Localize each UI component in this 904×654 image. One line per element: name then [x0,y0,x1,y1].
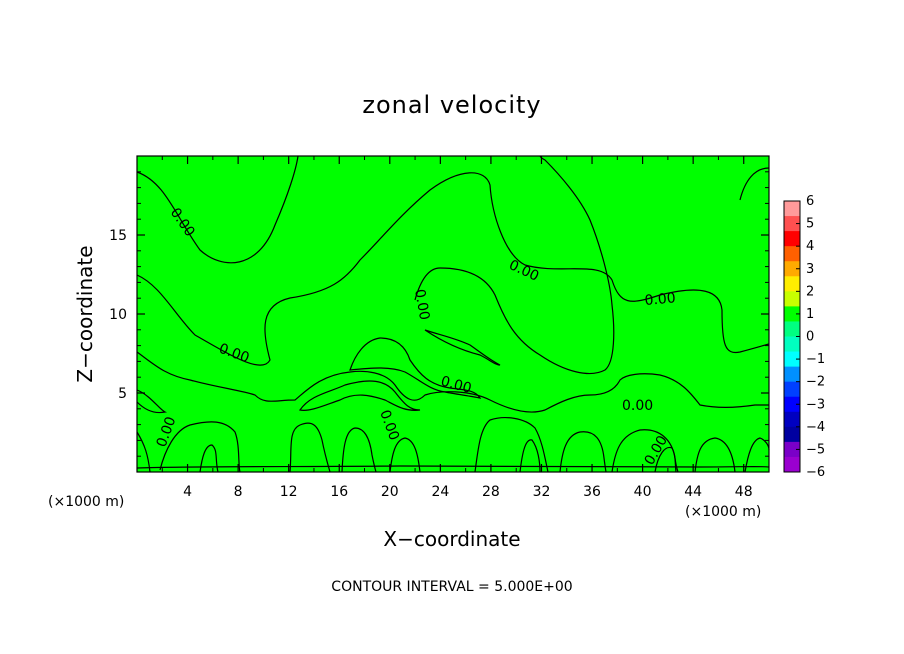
contour-label: 0.00 [439,373,473,397]
contour-line [519,439,541,473]
x-tick-label: 8 [234,484,243,500]
x-tick-label: 36 [583,484,601,500]
contour-line [159,421,241,473]
contour-label: 0.00 [622,398,653,414]
colorbar-swatch [784,396,800,413]
contour-line [349,337,482,399]
colorbar-swatch [784,246,800,262]
colorbar-swatch [784,231,800,247]
contour-line [654,446,677,473]
y-tick-label: 10 [109,307,127,323]
colorbar-swatch [784,411,800,428]
colorbar-swatch [784,381,800,398]
colorbar-swatch [784,321,800,337]
x-tick-label: 12 [280,484,298,500]
contour-line [414,155,615,375]
x-axis: 4 8 12 16 20 24 28 32 36 40 44 48 [161,156,753,500]
contour-line [611,429,679,473]
colorbar-swatch [784,426,800,443]
colorbar-swatch [784,456,800,473]
y-tick-label: 5 [118,386,127,402]
colorbar-swatch [784,261,800,277]
contour-line [136,465,770,469]
colorbar-tick-label: 0 [806,330,814,345]
x-tick-label: 32 [533,484,551,500]
x-tick-label: 20 [381,484,399,500]
x-tick-label: 40 [634,484,652,500]
x-axis-title: X−coordinate [383,527,520,551]
colorbar-swatch [784,441,800,458]
x-tick-label: 24 [431,484,449,500]
x-tick-label: 48 [735,484,753,500]
colorbar-tick-label: 3 [806,262,814,277]
contour-line [744,437,770,473]
contour-line [289,422,331,473]
x-unit-left: (×1000 m) [48,494,124,510]
x-tick-label: 16 [330,484,348,500]
contour-line [389,437,421,473]
colorbar-swatch [784,351,800,368]
contour-line [136,172,770,366]
y-tick-label: 15 [109,228,127,244]
x-unit-right: (×1000 m) [685,504,761,520]
colorbar-tick-label: 2 [806,284,814,299]
colorbar-tick-label: −6 [806,465,825,480]
contour-line [424,329,501,366]
chart-title: zonal velocity [362,91,541,119]
contour-line [559,431,607,473]
plot-area [137,156,769,472]
contour-label: 0.00 [644,290,676,309]
colorbar-swatch [784,336,800,353]
colorbar-swatch [784,216,800,232]
contour-line [199,444,219,473]
colorbar-swatch [784,306,800,322]
colorbar-tick-label: 5 [806,217,814,232]
contour-label: 0.00 [411,288,432,321]
contour-line [136,351,769,413]
y-axis-title: Z−coordinate [73,245,97,382]
y-axis: 5 10 15 [109,171,769,457]
colorbar-swatch [784,201,800,217]
contour-interval-note: CONTOUR INTERVAL = 5.000E+00 [331,579,572,595]
x-tick-label: 44 [684,484,702,500]
colorbar-swatch [784,276,800,292]
contour-line [299,380,421,411]
x-tick-label: 28 [482,484,500,500]
contour-line [739,167,770,201]
contour-line [341,427,377,473]
colorbar-tick-label: −5 [806,442,825,457]
colorbar: 6 5 4 3 2 1 0 −1 −2 −3 −4 −5 −6 [783,194,825,480]
colorbar-tick-label: −4 [806,420,825,435]
colorbar-swatch [784,366,800,383]
x-tick-label: 4 [183,484,192,500]
colorbar-tick-label: 1 [806,307,814,322]
colorbar-tick-label: −1 [806,352,825,367]
contour-line [694,437,736,473]
colorbar-tick-label: 4 [806,239,814,254]
colorbar-tick-label: −2 [806,375,825,390]
contour-line [474,417,549,473]
contour-line [136,155,299,264]
colorbar-swatch [784,291,800,307]
colorbar-tick-label: 6 [806,194,814,209]
contour-lines [136,155,770,473]
contour-line [136,389,168,414]
colorbar-tick-label: −3 [806,397,825,412]
